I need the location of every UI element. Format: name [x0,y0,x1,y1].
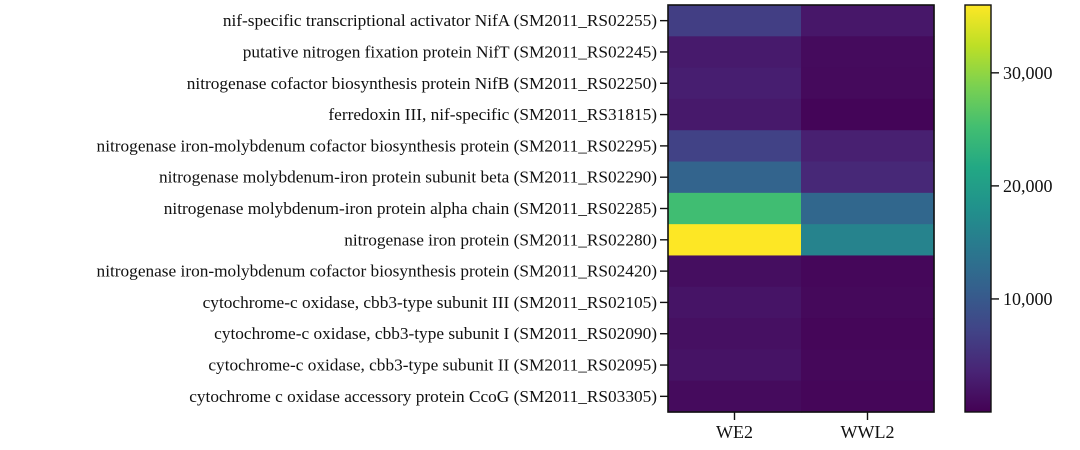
row-label: cytochrome c oxidase accessory protein C… [189,387,657,406]
heatmap-cell [668,255,802,288]
heatmap-cell [668,36,802,69]
row-label: nitrogenase iron-molybdenum cofactor bio… [97,136,657,155]
row-label: putative nitrogen fixation protein NifT … [243,42,657,61]
heatmap-cell [668,349,802,382]
colorbar: 10,000 20,000 30,000 [964,4,1053,413]
heatmap-cell [801,380,935,413]
heatmap-cell [801,98,935,131]
column-label: WE2 [716,422,753,442]
heatmap-cell [668,161,802,194]
heatmap-cell [801,286,935,319]
colorbar-tick-label: 30,000 [1003,63,1053,83]
heatmap-cell [801,130,935,163]
heatmap-cell [668,130,802,163]
heatmap-cell [801,224,935,257]
heatmap-cell [801,349,935,382]
plot-frame [667,4,935,413]
heatmap-cell [801,5,935,37]
column-labels: WE2 WWL2 [716,412,894,442]
row-label: cytochrome-c oxidase, cbb3-type subunit … [214,324,657,343]
heatmap-cell [801,192,935,225]
heatmap-cell [801,255,935,288]
heatmap-cell [668,380,802,413]
colorbar-tick-label: 20,000 [1003,176,1053,196]
row-label: cytochrome-c oxidase, cbb3-type subunit … [208,356,657,375]
heatmap-cell [801,36,935,69]
heatmap-cell [668,67,802,100]
colorbar-gradient [964,4,992,413]
row-label: cytochrome-c oxidase, cbb3-type subunit … [203,293,657,312]
heatmap-cell [668,5,802,37]
heatmap-cell [668,286,802,319]
heatmap-cell [668,318,802,350]
row-label: nitrogenase iron-molybdenum cofactor bio… [97,262,657,281]
row-label: nitrogenase molybdenum-iron protein alph… [164,199,657,218]
heatmap-cell [668,224,802,257]
heatmap-cell [801,161,935,194]
heatmap-cell [668,192,802,225]
heatmap-cells [668,5,935,413]
row-label: nitrogenase cofactor biosynthesis protei… [187,74,657,93]
heatmap-cell [801,318,935,350]
row-label: nif-specific transcriptional activator N… [223,11,657,30]
row-label: nitrogenase molybdenum-iron protein subu… [159,168,657,187]
heatmap-cell [668,98,802,131]
colorbar-tick-label: 10,000 [1003,289,1053,309]
row-label: nitrogenase iron protein (SM2011_RS02280… [344,230,657,249]
row-labels: nif-specific transcriptional activator N… [97,11,668,406]
heatmap-cell [801,67,935,100]
row-label: ferredoxin III, nif-specific (SM2011_RS3… [328,105,657,124]
column-label: WWL2 [841,422,895,442]
